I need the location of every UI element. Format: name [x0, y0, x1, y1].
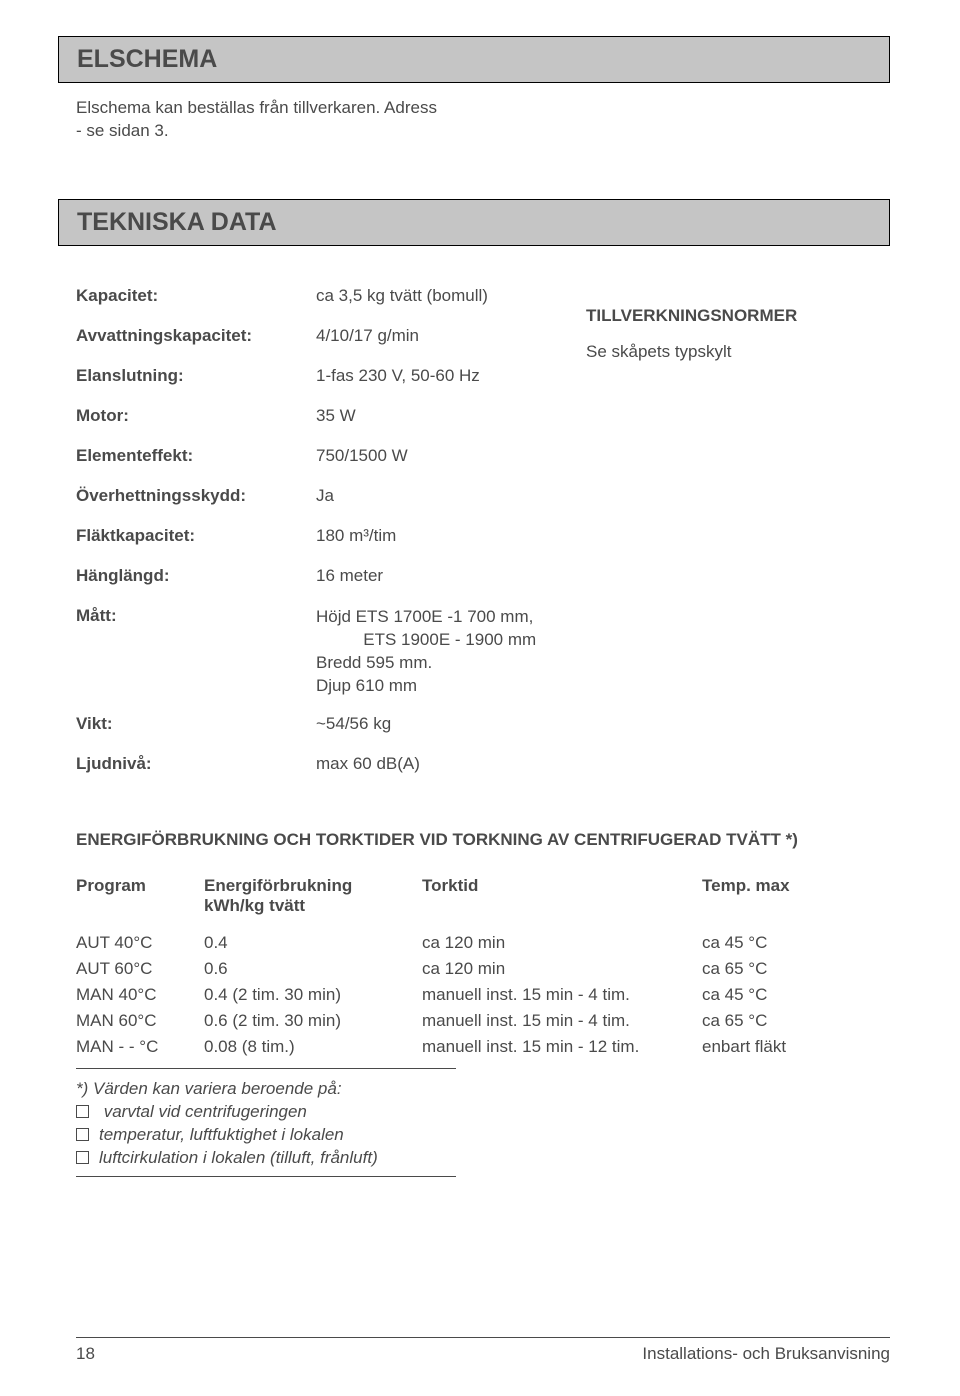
footnote-b2-text: temperatur, luftfuktighet i lokalen	[99, 1125, 344, 1144]
cell-energy: 0.6	[204, 956, 422, 982]
footer-rule	[76, 1337, 890, 1338]
cell-temp: ca 45 °C	[702, 982, 890, 1008]
table-row: MAN - - °C 0.08 (8 tim.) manuell inst. 1…	[76, 1034, 890, 1060]
tvn-heading: TILLVERKNINGSNORMER	[586, 306, 797, 326]
footnote-b2: temperatur, luftfuktighet i lokalen	[76, 1125, 890, 1145]
elschema-title: ELSCHEMA	[77, 45, 871, 74]
page-footer: 18 Installations- och Bruksanvisning	[76, 1337, 890, 1364]
cell-program: AUT 60°C	[76, 956, 204, 982]
spec-val-vikt: ~54/56 kg	[316, 714, 391, 733]
section-header-tekniska: TEKNISKA DATA	[58, 199, 890, 246]
spec-label-avvattning: Avvattningskapacitet:	[76, 326, 252, 345]
footnote-rule-top	[76, 1068, 456, 1069]
checkbox-icon	[76, 1105, 89, 1118]
cell-program: AUT 40°C	[76, 930, 204, 956]
cell-torktid: manuell inst. 15 min - 12 tim.	[422, 1034, 702, 1060]
footnote-b1-text: varvtal vid centrifugeringen	[99, 1102, 307, 1121]
spec-val-matt-l3: Bredd 595 mm.	[316, 653, 432, 672]
th-energi-l1: Energiförbrukning	[204, 876, 352, 895]
cell-temp: ca 65 °C	[702, 1008, 890, 1034]
cell-torktid: manuell inst. 15 min - 4 tim.	[422, 982, 702, 1008]
cell-energy: 0.08 (8 tim.)	[204, 1034, 422, 1060]
footnote-lead: *) Värden kan variera beroende på:	[76, 1079, 890, 1099]
spec-label-elanslutning: Elanslutning:	[76, 366, 184, 385]
spec-val-matt-l4: Djup 610 mm	[316, 676, 417, 695]
footer-title: Installations- och Bruksanvisning	[642, 1344, 890, 1364]
elschema-intro: Elschema kan beställas från tillverkaren…	[76, 97, 890, 143]
spec-val-avvattning: 4/10/17 g/min	[316, 326, 419, 345]
footnote-b1: varvtal vid centrifugeringen	[76, 1102, 890, 1122]
footnote-b3-text: luftcirkulation i lokalen (tilluft, från…	[99, 1148, 378, 1167]
th-torktid: Torktid	[422, 876, 702, 930]
spec-val-motor: 35 W	[316, 406, 356, 425]
cell-torktid: ca 120 min	[422, 930, 702, 956]
cell-temp: ca 65 °C	[702, 956, 890, 982]
cell-energy: 0.4	[204, 930, 422, 956]
cell-temp: enbart fläkt	[702, 1034, 890, 1060]
intro-line1: Elschema kan beställas från tillverkaren…	[76, 98, 437, 117]
cell-energy: 0.4 (2 tim. 30 min)	[204, 982, 422, 1008]
spec-label-motor: Motor:	[76, 406, 129, 425]
specs-labels-col: Kapacitet: Avvattningskapacitet: Elanslu…	[76, 280, 316, 788]
spec-val-overhettning: Ja	[316, 486, 334, 505]
spec-val-kapacitet: ca 3,5 kg tvätt (bomull)	[316, 286, 488, 305]
intro-line2: - se sidan 3.	[76, 121, 169, 140]
spec-label-ljudniva: Ljudnivå:	[76, 754, 152, 773]
checkbox-icon	[76, 1151, 89, 1164]
th-energi: Energiförbrukning kWh/kg tvätt	[204, 876, 422, 930]
spec-label-kapacitet: Kapacitet:	[76, 286, 158, 305]
cell-program: MAN 60°C	[76, 1008, 204, 1034]
spec-label-hanglangd: Hänglängd:	[76, 566, 170, 585]
cell-program: MAN - - °C	[76, 1034, 204, 1060]
page-number: 18	[76, 1344, 95, 1364]
tekniska-title: TEKNISKA DATA	[77, 208, 871, 237]
checkbox-icon	[76, 1128, 89, 1141]
cell-energy: 0.6 (2 tim. 30 min)	[204, 1008, 422, 1034]
footnote-rule-bottom	[76, 1176, 456, 1177]
cell-temp: ca 45 °C	[702, 930, 890, 956]
cell-program: MAN 40°C	[76, 982, 204, 1008]
table-row: MAN 60°C 0.6 (2 tim. 30 min) manuell ins…	[76, 1008, 890, 1034]
spec-val-matt-l2: ETS 1900E - 1900 mm	[316, 630, 536, 649]
specs-values-col: ca 3,5 kg tvätt (bomull) 4/10/17 g/min 1…	[316, 280, 586, 788]
spec-label-matt: Mått:	[76, 606, 117, 625]
th-program: Program	[76, 876, 204, 930]
table-row: MAN 40°C 0.4 (2 tim. 30 min) manuell ins…	[76, 982, 890, 1008]
spec-val-ljudniva: max 60 dB(A)	[316, 754, 420, 773]
energy-section-title: ENERGIFÖRBRUKNING OCH TORKTIDER VID TORK…	[76, 830, 890, 850]
table-row: AUT 60°C 0.6 ca 120 min ca 65 °C	[76, 956, 890, 982]
th-temp: Temp. max	[702, 876, 890, 930]
footnote-b3: luftcirkulation i lokalen (tilluft, från…	[76, 1148, 890, 1168]
energy-table: Program Energiförbrukning kWh/kg tvätt T…	[76, 876, 890, 1060]
spec-label-elementeffekt: Elementeffekt:	[76, 446, 193, 465]
tvn-block: TILLVERKNINGSNORMER Se skåpets typskylt	[586, 280, 797, 788]
section-header-elschema: ELSCHEMA	[58, 36, 890, 83]
cell-torktid: manuell inst. 15 min - 4 tim.	[422, 1008, 702, 1034]
th-energi-l2: kWh/kg tvätt	[204, 896, 305, 915]
spec-val-elanslutning: 1-fas 230 V, 50-60 Hz	[316, 366, 480, 385]
specs-section: Kapacitet: Avvattningskapacitet: Elanslu…	[76, 280, 890, 788]
spec-label-overhettning: Överhettningsskydd:	[76, 486, 246, 505]
spec-val-elementeffekt: 750/1500 W	[316, 446, 408, 465]
spec-val-matt-l1: Höjd ETS 1700E -1 700 mm,	[316, 607, 533, 626]
tvn-body: Se skåpets typskylt	[586, 342, 797, 362]
cell-torktid: ca 120 min	[422, 956, 702, 982]
table-row: AUT 40°C 0.4 ca 120 min ca 45 °C	[76, 930, 890, 956]
spec-label-vikt: Vikt:	[76, 714, 113, 733]
spec-label-flaktkapacitet: Fläktkapacitet:	[76, 526, 195, 545]
spec-val-hanglangd: 16 meter	[316, 566, 383, 585]
spec-val-flaktkapacitet: 180 m³/tim	[316, 526, 396, 545]
